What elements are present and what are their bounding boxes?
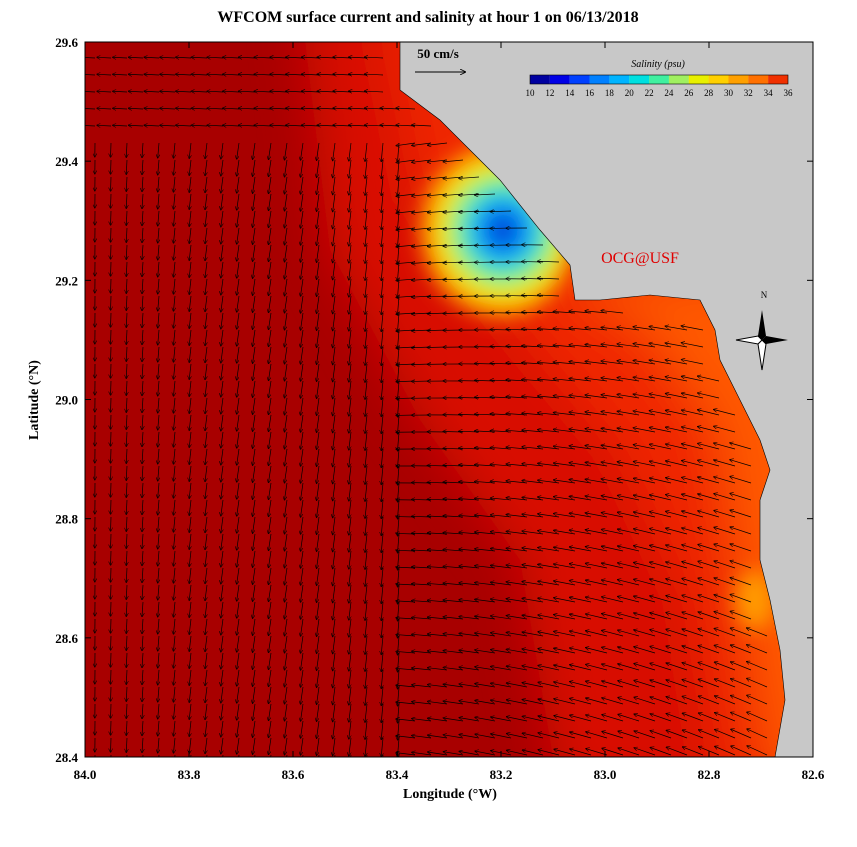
colorbar-tick-label: 14 (565, 88, 575, 98)
colorbar-tick-label: 26 (684, 88, 694, 98)
y-tick-label: 28.8 (55, 512, 78, 527)
colorbar-tick-label: 28 (704, 88, 714, 98)
colorbar-tick-label: 24 (664, 88, 674, 98)
y-label: Latitude (°N) (27, 360, 42, 440)
current-vector (349, 755, 351, 773)
current-vector (333, 755, 335, 773)
y-tick-label: 28.4 (55, 750, 78, 765)
credit: OCG@USF (601, 250, 679, 267)
x-label: Longitude (°W) (403, 787, 497, 802)
x-tick-label: 83.6 (282, 767, 305, 782)
colorbar-tick-label: 36 (784, 88, 794, 98)
y-tick-label: 28.6 (55, 631, 78, 646)
colorbar-swatch (709, 75, 729, 84)
x-tick-label: 83.0 (594, 767, 617, 782)
colorbar-tick-label: 20 (625, 88, 635, 98)
scale-label: 50 cm/s (417, 46, 459, 61)
x-tick-label: 83.2 (490, 767, 513, 782)
colorbar-tick-label: 32 (744, 88, 753, 98)
colorbar-swatch (590, 75, 610, 84)
title: WFCOM surface current and salinity at ho… (217, 9, 638, 26)
colorbar-swatch (689, 75, 709, 84)
current-vector (365, 755, 367, 773)
x-tick-label: 83.8 (178, 767, 201, 782)
colorbar-tick-label: 22 (645, 88, 654, 98)
colorbar-swatch (550, 75, 570, 84)
colorbar-swatch (748, 75, 768, 84)
colorbar-tick-label: 18 (605, 88, 615, 98)
colorbar-tick-label: 30 (724, 88, 734, 98)
colorbar-swatch (768, 75, 788, 84)
current-vector (381, 755, 383, 773)
colorbar-tick-label: 16 (585, 88, 595, 98)
y-tick-label: 29.4 (55, 154, 78, 169)
y-tick-label: 29.2 (55, 273, 78, 288)
colorbar-swatch (728, 75, 748, 84)
current-vector (317, 755, 319, 772)
colorbar-tick-label: 34 (764, 88, 774, 98)
colorbar-swatch (570, 75, 590, 84)
x-tick-label: 83.4 (386, 767, 409, 782)
colorbar-swatch (609, 75, 629, 84)
x-tick-label: 84.0 (74, 767, 97, 782)
colorbar-title: Salinity (psu) (631, 59, 685, 70)
colorbar-swatch (669, 75, 689, 84)
y-tick-label: 29.6 (55, 35, 78, 50)
y-tick-label: 29.0 (55, 393, 78, 408)
north-label: N (761, 290, 768, 300)
x-tick-label: 82.8 (698, 767, 721, 782)
salinity-field (81, 0, 857, 800)
colorbar-tick-label: 10 (526, 88, 536, 98)
colorbar-swatch (530, 75, 550, 84)
colorbar-tick-label: 12 (545, 88, 554, 98)
colorbar-swatch (649, 75, 669, 84)
colorbar-swatch (629, 75, 649, 84)
x-tick-label: 82.6 (802, 767, 825, 782)
